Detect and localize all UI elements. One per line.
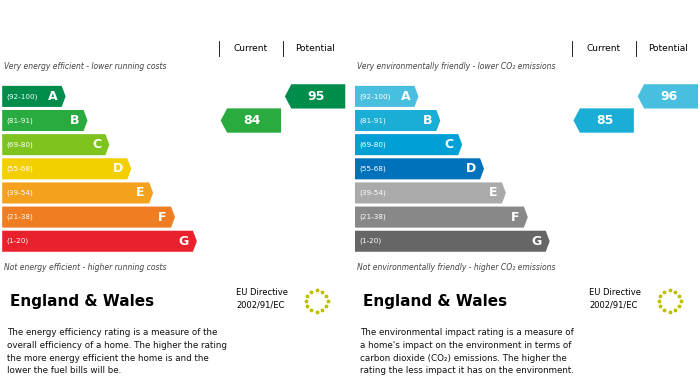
- Text: F: F: [511, 211, 519, 224]
- Text: D: D: [466, 162, 476, 175]
- Text: D: D: [113, 162, 123, 175]
- Text: C: C: [444, 138, 454, 151]
- Text: (92-100): (92-100): [6, 93, 38, 100]
- Text: A: A: [48, 90, 57, 103]
- Polygon shape: [638, 84, 698, 109]
- Text: Not environmentally friendly - higher CO₂ emissions: Not environmentally friendly - higher CO…: [357, 263, 556, 272]
- Text: EU Directive
2002/91/EC: EU Directive 2002/91/EC: [236, 288, 288, 309]
- Text: Environmental Impact (CO₂) Rating: Environmental Impact (CO₂) Rating: [361, 14, 623, 27]
- Text: (1-20): (1-20): [6, 238, 29, 244]
- Text: England & Wales: England & Wales: [363, 294, 508, 308]
- Text: (69-80): (69-80): [6, 142, 34, 148]
- Text: (39-54): (39-54): [6, 190, 34, 196]
- Polygon shape: [355, 134, 462, 155]
- Polygon shape: [2, 206, 175, 228]
- Polygon shape: [285, 84, 345, 109]
- Polygon shape: [2, 134, 109, 155]
- Polygon shape: [2, 158, 131, 179]
- Text: Current: Current: [234, 44, 268, 54]
- Text: (69-80): (69-80): [359, 142, 386, 148]
- Text: (21-38): (21-38): [6, 214, 34, 221]
- Text: (55-68): (55-68): [359, 165, 386, 172]
- Text: The energy efficiency rating is a measure of the
overall efficiency of a home. T: The energy efficiency rating is a measur…: [7, 328, 227, 375]
- Polygon shape: [355, 158, 484, 179]
- Text: B: B: [423, 114, 432, 127]
- Text: B: B: [70, 114, 79, 127]
- Text: England & Wales: England & Wales: [10, 294, 155, 308]
- Text: (81-91): (81-91): [6, 117, 34, 124]
- Text: The environmental impact rating is a measure of
a home's impact on the environme: The environmental impact rating is a mea…: [360, 328, 573, 375]
- Text: F: F: [158, 211, 167, 224]
- Text: Not energy efficient - higher running costs: Not energy efficient - higher running co…: [4, 263, 167, 272]
- Polygon shape: [355, 86, 419, 107]
- Text: Potential: Potential: [648, 44, 688, 54]
- Text: 96: 96: [661, 90, 678, 103]
- Text: E: E: [489, 187, 498, 199]
- Polygon shape: [355, 183, 506, 203]
- Polygon shape: [355, 231, 550, 252]
- Polygon shape: [573, 108, 634, 133]
- Text: EU Directive
2002/91/EC: EU Directive 2002/91/EC: [589, 288, 641, 309]
- Text: Current: Current: [587, 44, 621, 54]
- Text: Very environmentally friendly - lower CO₂ emissions: Very environmentally friendly - lower CO…: [357, 62, 556, 71]
- Text: (39-54): (39-54): [359, 190, 386, 196]
- Text: 85: 85: [596, 114, 614, 127]
- Text: G: G: [531, 235, 541, 248]
- Text: (55-68): (55-68): [6, 165, 34, 172]
- Text: G: G: [178, 235, 188, 248]
- Text: 95: 95: [308, 90, 325, 103]
- Polygon shape: [220, 108, 281, 133]
- Text: (92-100): (92-100): [359, 93, 391, 100]
- Polygon shape: [2, 86, 66, 107]
- Polygon shape: [355, 206, 528, 228]
- Text: (21-38): (21-38): [359, 214, 386, 221]
- Text: A: A: [400, 90, 410, 103]
- Text: C: C: [92, 138, 101, 151]
- Text: Energy Efficiency Rating: Energy Efficiency Rating: [8, 14, 191, 27]
- Text: Potential: Potential: [295, 44, 335, 54]
- Text: (1-20): (1-20): [359, 238, 382, 244]
- Polygon shape: [2, 231, 197, 252]
- Polygon shape: [2, 110, 87, 131]
- Text: E: E: [136, 187, 145, 199]
- Polygon shape: [2, 183, 153, 203]
- Text: Very energy efficient - lower running costs: Very energy efficient - lower running co…: [4, 62, 167, 71]
- Text: 84: 84: [244, 114, 261, 127]
- Text: (81-91): (81-91): [359, 117, 386, 124]
- Polygon shape: [355, 110, 440, 131]
